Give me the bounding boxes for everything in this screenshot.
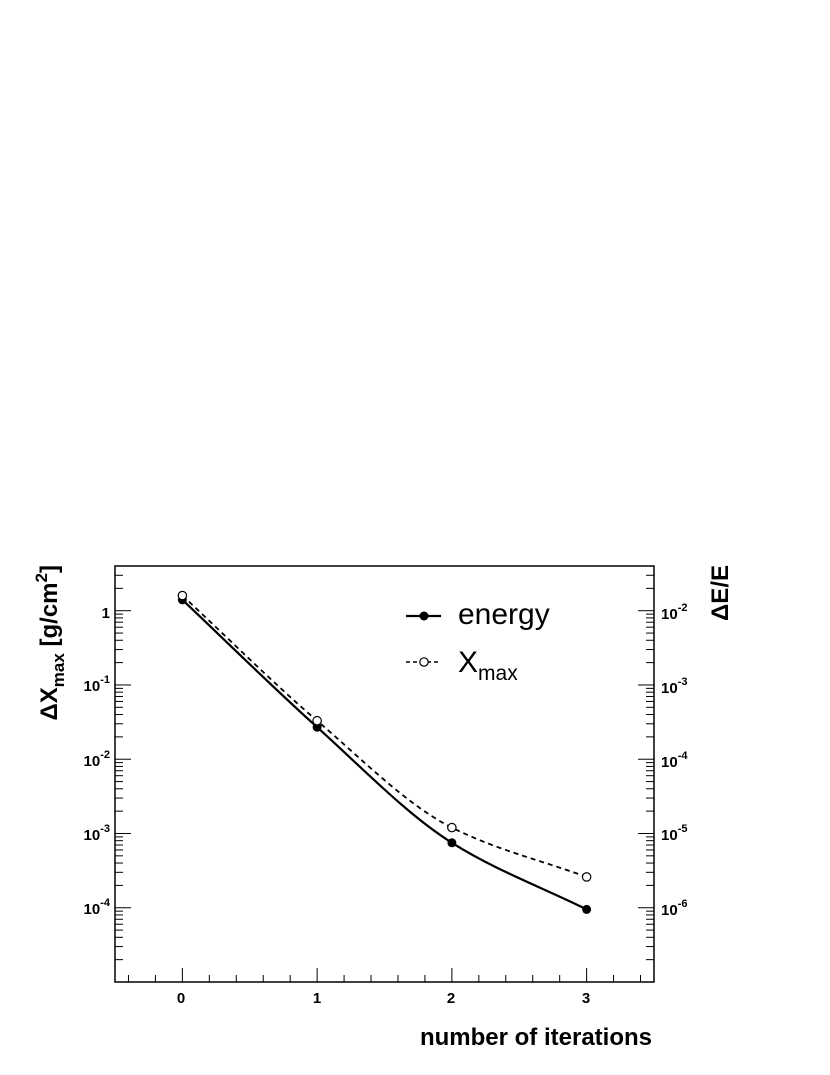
plot-frame: [114, 565, 655, 983]
y-right-tick-label-0: 10-2: [661, 602, 687, 623]
point-energy-3: [582, 904, 592, 914]
markers-layer: [177, 590, 592, 914]
y-left-tick-label-0: 1: [102, 605, 110, 622]
y-left-tick-label-4: 10-4: [84, 897, 111, 918]
y-axis-title-left: ΔXmax [g/cm2]: [32, 565, 68, 720]
legend-label-xmax: Xmax: [458, 646, 518, 685]
x-axis-title: number of iterations: [420, 1024, 652, 1051]
series-line-xmax: [181, 594, 587, 878]
legend-marker-energy: [419, 611, 429, 621]
y-right-tick-labels: 10-2 10-3 10-4 10-5 10-6: [661, 602, 688, 919]
x-tick-label-1: 1: [313, 990, 321, 1007]
legend: energy Xmax: [406, 598, 550, 685]
x-tick-label-3: 3: [582, 990, 590, 1007]
y-left-tick-label-3: 10-3: [84, 823, 110, 844]
point-xmax-1: [312, 715, 322, 726]
y-axis-title-right: ΔE/E: [707, 565, 734, 621]
series-line-energy: [181, 599, 588, 911]
point-xmax-2: [447, 822, 457, 833]
legend-label-energy: energy: [458, 598, 550, 631]
curves-layer: [181, 594, 588, 911]
x-tick-label-0: 0: [177, 990, 185, 1007]
y-right-tick-label-4: 10-6: [661, 898, 687, 919]
y-right-tick-label-1: 10-3: [661, 676, 687, 697]
x-tick-label-2: 2: [447, 990, 455, 1007]
y-left-tick-label-2: 10-2: [84, 749, 110, 770]
y-left-tick-labels: 1 10-1 10-2 10-3 10-4: [84, 605, 111, 918]
legend-marker-xmax: [419, 657, 429, 667]
y-right-tick-label-2: 10-4: [661, 750, 688, 771]
ticks-layer: [115, 565, 654, 983]
point-xmax-3: [581, 872, 592, 882]
y-left-tick-label-1: 10-1: [84, 674, 110, 695]
point-energy-2: [447, 838, 457, 848]
x-tick-labels: 0 1 2 3: [177, 990, 590, 1007]
point-xmax-0: [177, 590, 188, 601]
y-right-tick-label-3: 10-5: [661, 823, 687, 844]
